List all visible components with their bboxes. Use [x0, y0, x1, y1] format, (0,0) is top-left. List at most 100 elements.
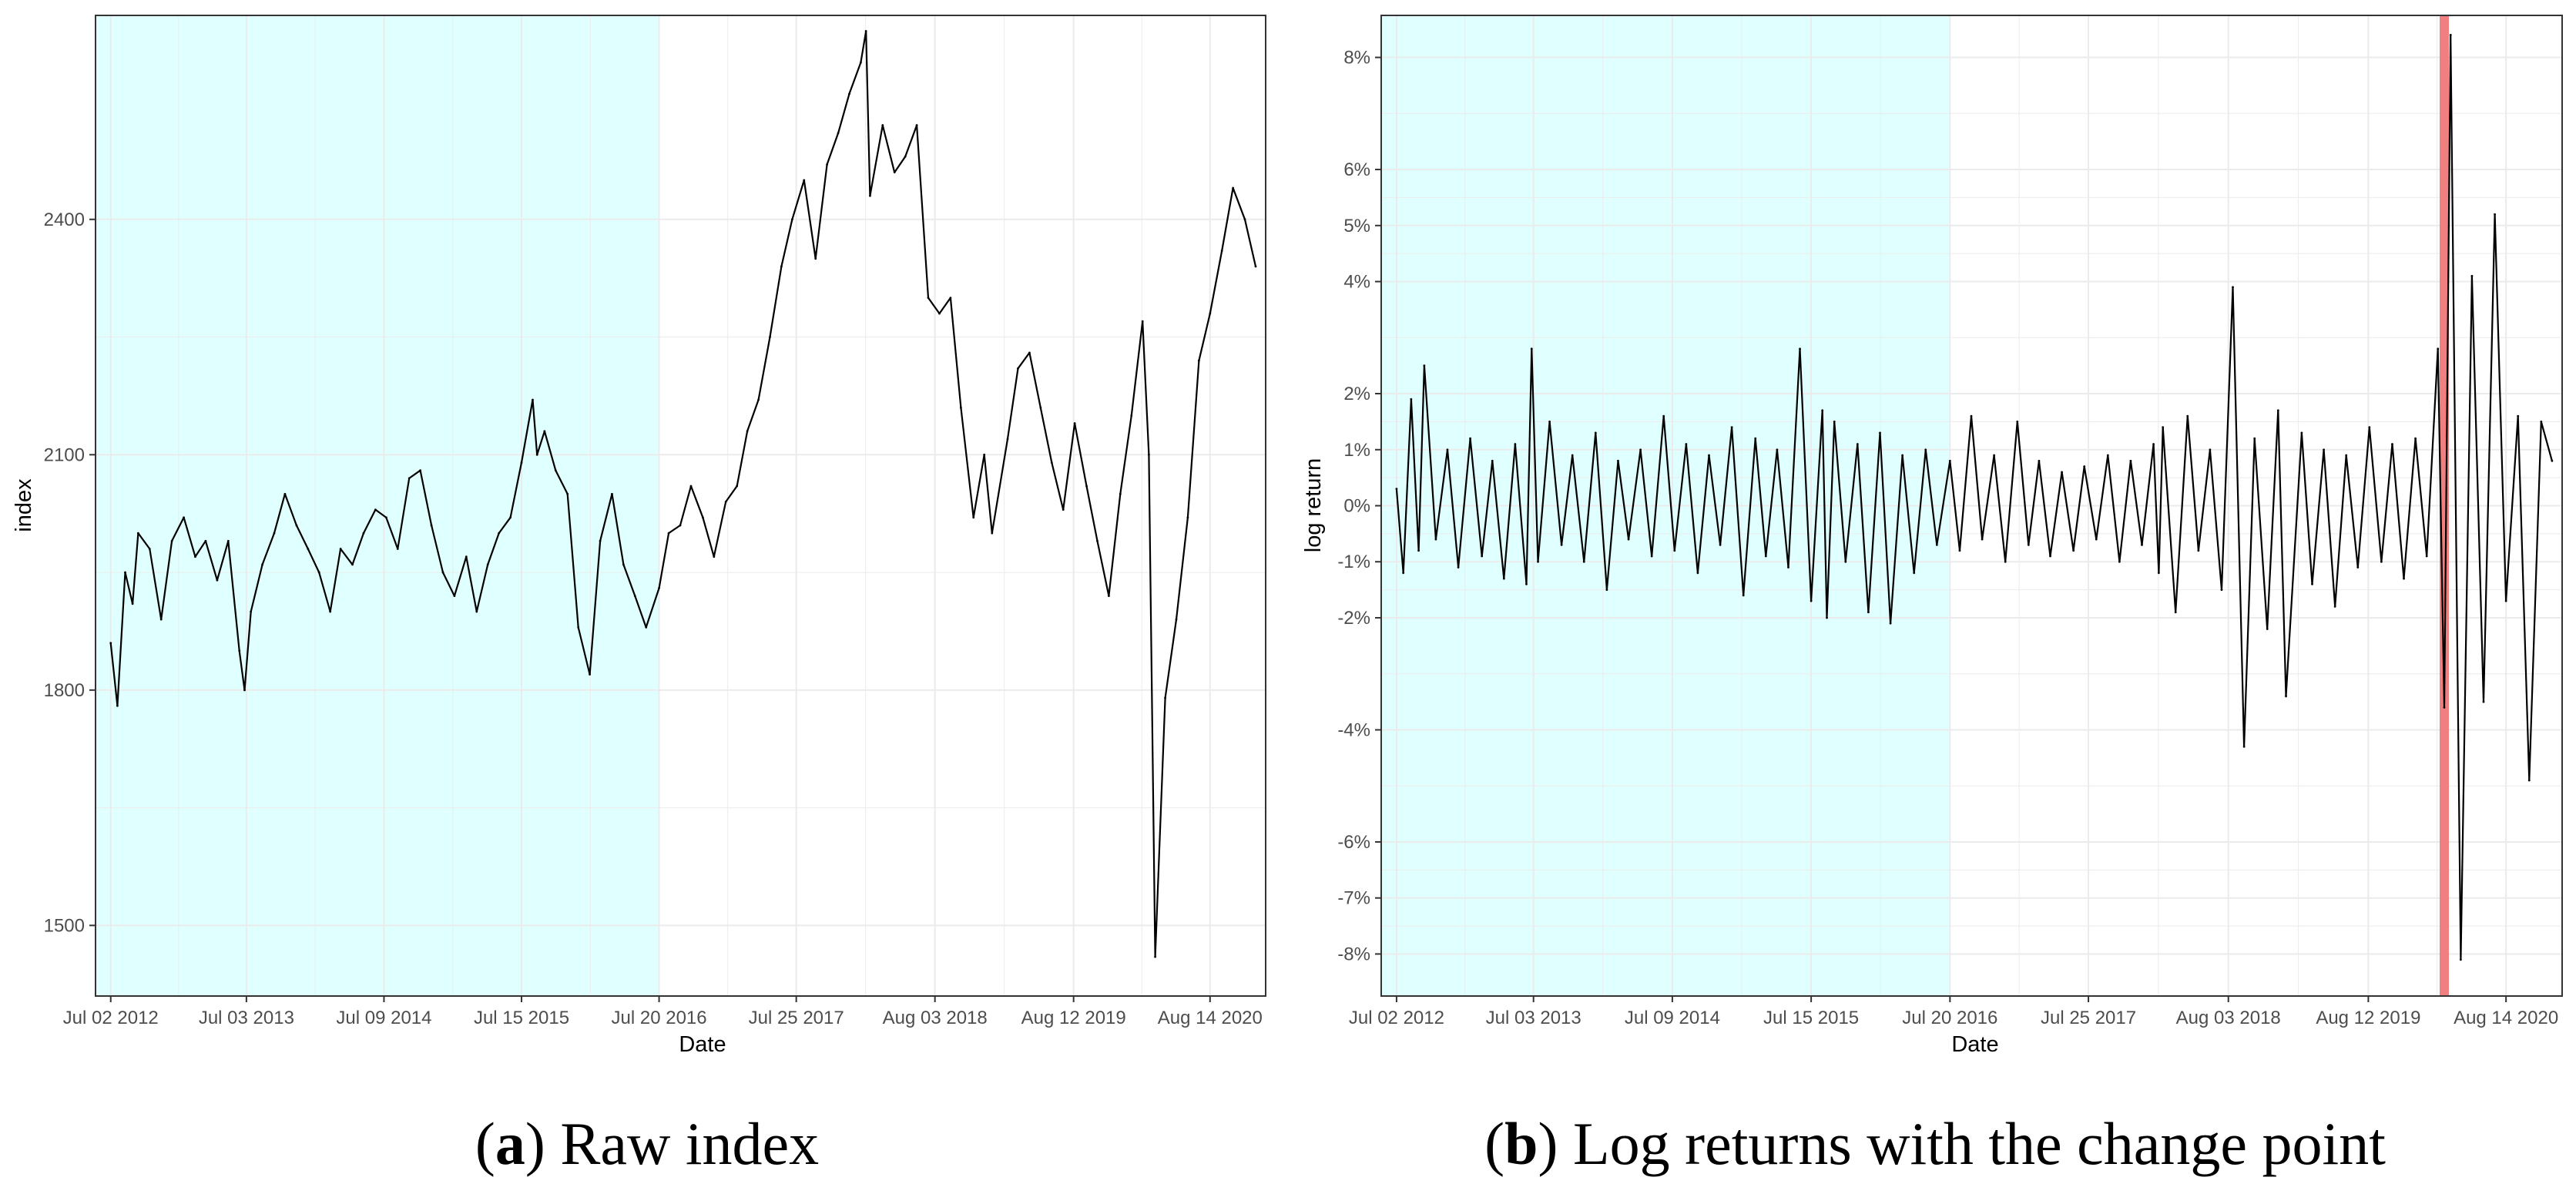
x-tick-label: Jul 25 2017	[2041, 1008, 2136, 1028]
series-point	[2016, 420, 2019, 423]
y-tick-label: 0%	[1343, 496, 1370, 517]
series-point	[949, 297, 952, 300]
y-tick-label: -8%	[1337, 944, 1370, 964]
series-point	[1130, 414, 1133, 417]
series-point	[645, 626, 648, 629]
series-point	[2004, 560, 2007, 563]
series-point	[2095, 538, 2098, 541]
caption-b: (b) Log returns with the change point	[1484, 1110, 2386, 1177]
series-point	[453, 595, 456, 598]
caption-a: (a) Raw index	[475, 1110, 820, 1177]
change-point-line	[2439, 15, 2449, 996]
grid-lines	[96, 15, 1266, 996]
x-tick-label: Aug 12 2019	[1021, 1008, 1126, 1028]
series-point	[131, 602, 134, 605]
series-point	[2038, 459, 2041, 462]
series-point	[991, 532, 994, 535]
series-point	[577, 626, 580, 629]
series-point	[1537, 560, 1539, 563]
series-point	[430, 524, 433, 527]
series-point	[283, 492, 287, 495]
x-axis-title: Date	[679, 1032, 726, 1057]
series-point	[2209, 448, 2212, 451]
series-point	[339, 548, 342, 550]
series-point	[273, 532, 276, 535]
series-point	[216, 579, 219, 582]
training-period-shade	[96, 15, 659, 996]
series-point	[2186, 414, 2189, 418]
caption-text: Log returns with the change point	[1572, 1110, 2386, 1177]
series-point	[1119, 492, 1122, 495]
series-point	[1085, 485, 1088, 488]
y-tick-label: 1800	[44, 680, 85, 701]
series-point	[790, 218, 793, 221]
series-point	[250, 610, 253, 613]
series-point	[1402, 572, 1405, 575]
series-point	[2106, 454, 2109, 457]
series-point	[1810, 599, 1813, 602]
series-point	[803, 179, 806, 182]
series-point	[261, 563, 263, 566]
series-point	[1764, 555, 1767, 558]
panel-border-rect	[95, 15, 1266, 997]
series-point	[2470, 274, 2474, 277]
x-tick-label: Aug 14 2020	[1158, 1008, 1263, 1028]
y-tick-label: 1%	[1343, 440, 1370, 461]
x-tick-label: Jul 03 2013	[1486, 1008, 1581, 1028]
series-point	[780, 265, 783, 268]
x-tick-label: Aug 14 2020	[2454, 1008, 2558, 1028]
x-tick-label: Aug 12 2019	[2316, 1008, 2420, 1028]
series-point	[2162, 426, 2165, 429]
series-point	[1410, 397, 1413, 401]
series-point	[689, 485, 693, 488]
x-tick-label: Aug 03 2018	[883, 1008, 988, 1028]
series-point	[1423, 364, 1426, 367]
series-point	[1708, 454, 1710, 457]
series-point	[589, 673, 591, 676]
series-point	[2300, 431, 2303, 434]
series-point	[2425, 555, 2428, 558]
x-tick-label: Jul 25 2017	[749, 1008, 844, 1028]
series-point	[1220, 250, 1223, 252]
series-point	[159, 618, 163, 621]
series-point	[329, 610, 332, 613]
series-point	[1073, 422, 1076, 424]
series-point	[317, 571, 320, 574]
series-point	[2459, 958, 2462, 961]
series-point	[2380, 560, 2383, 563]
series-point	[658, 587, 660, 589]
series-point	[864, 29, 867, 32]
series-point	[1164, 696, 1166, 699]
series-point	[2242, 745, 2246, 748]
y-tick-label: -6%	[1337, 832, 1370, 853]
series-point	[509, 516, 512, 519]
series-point	[1108, 595, 1110, 598]
series-point	[1826, 616, 1828, 619]
series-point	[1175, 618, 1178, 621]
series-point	[2449, 34, 2452, 36]
series-point	[1502, 577, 1505, 580]
series-point	[2527, 779, 2531, 782]
series-point	[566, 492, 569, 495]
series-point	[543, 430, 546, 433]
series-point	[1560, 544, 1563, 546]
series-point	[2072, 549, 2075, 552]
series-point	[226, 539, 230, 542]
series-point	[535, 453, 538, 456]
series-point	[1481, 555, 1484, 558]
series-point	[736, 485, 739, 488]
series-point	[611, 492, 613, 495]
series-point	[2437, 347, 2440, 350]
series-point	[1605, 589, 1608, 592]
series-point	[893, 171, 896, 174]
training-shade-rect	[96, 15, 659, 996]
series-point	[1924, 448, 1927, 451]
series-point	[2551, 459, 2554, 462]
series-point	[746, 430, 749, 433]
y-tick-label: -2%	[1337, 608, 1370, 629]
x-tick-label: Jul 20 2016	[612, 1008, 707, 1028]
series-point	[1232, 186, 1235, 189]
series-point	[1096, 539, 1098, 542]
series-point	[243, 689, 246, 692]
series-point	[2403, 577, 2405, 580]
